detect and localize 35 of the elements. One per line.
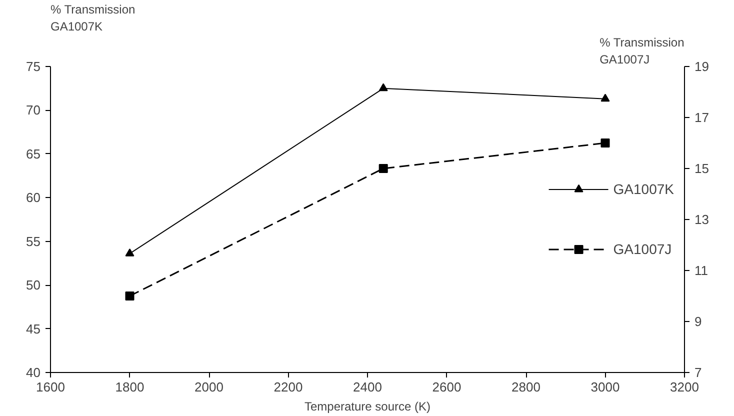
x-tick-label: 1600	[36, 380, 65, 394]
y2-tick-label: 13	[694, 212, 709, 227]
legend-label: GA1007K	[613, 181, 674, 197]
y-tick-label: 50	[26, 278, 41, 293]
x-tick-label: 2600	[432, 380, 462, 394]
y-tick-label: 75	[26, 59, 41, 74]
x-tick-label: 2800	[512, 380, 540, 394]
x-tick-label: 1800	[115, 380, 144, 394]
y-tick-label: 45	[26, 321, 41, 336]
y2-tick-label: 17	[694, 110, 709, 125]
point	[600, 138, 610, 148]
y2-tick-label: 7	[694, 365, 702, 380]
y-axis-title: % Transmission GA1007K	[50, 2, 136, 34]
y-tick-label: 40	[26, 365, 41, 380]
x-tick-label: 3200	[670, 380, 699, 394]
point	[125, 292, 134, 300]
y-tick-label: 65	[26, 146, 41, 162]
x-tick-label: 2000	[194, 380, 224, 394]
y-tick-label: 60	[26, 190, 41, 206]
point	[378, 164, 388, 173]
y2-tick-label: 9	[694, 314, 702, 329]
point	[600, 94, 610, 102]
point	[378, 83, 388, 92]
y-tick-label: 70	[26, 102, 41, 118]
y-tick-label: 55	[26, 234, 41, 249]
x-axis-title: Temperature source (K)	[304, 400, 431, 414]
y2-axis-title: % Transmission GA1007J	[600, 36, 684, 66]
x-tick-label: 2200	[274, 380, 303, 394]
legend-label: GA1007J	[613, 241, 672, 257]
y2-tick-label: 15	[694, 161, 709, 176]
y2-tick-label: 11	[694, 263, 708, 278]
x-tick-label: 3000	[590, 380, 620, 394]
y2-tick-label: 19	[694, 59, 709, 74]
point	[125, 248, 134, 256]
x-tick-label: 2400	[353, 380, 382, 394]
